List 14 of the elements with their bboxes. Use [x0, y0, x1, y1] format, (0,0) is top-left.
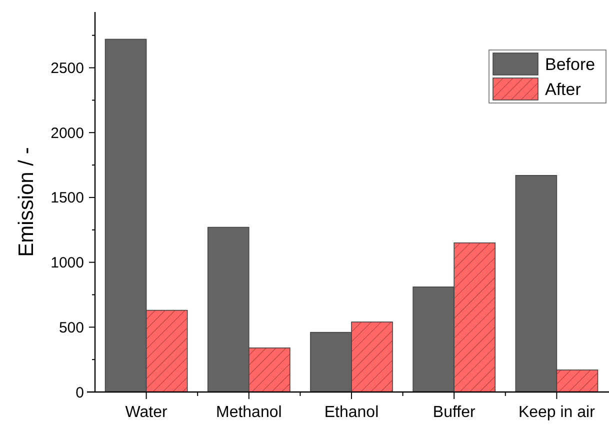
legend-label: After [545, 80, 582, 99]
x-tick-label: Water [125, 404, 168, 421]
y-tick-label: 2500 [50, 60, 84, 78]
x-tick-label: Keep in air [518, 404, 596, 421]
legend-label: Before [545, 54, 596, 74]
y-tick-label: 0 [76, 384, 84, 402]
y-axis-title: Emission / - [15, 147, 38, 257]
y-tick-label: 2000 [50, 124, 84, 142]
y-tick-label: 1500 [50, 190, 84, 207]
y-tick-label: 500 [58, 319, 84, 336]
x-tick-label: Methanol [216, 404, 282, 421]
x-tick-label: Buffer [432, 404, 476, 421]
y-tick-label: 1000 [50, 254, 84, 272]
x-tick-label: Ethanol [324, 404, 379, 421]
